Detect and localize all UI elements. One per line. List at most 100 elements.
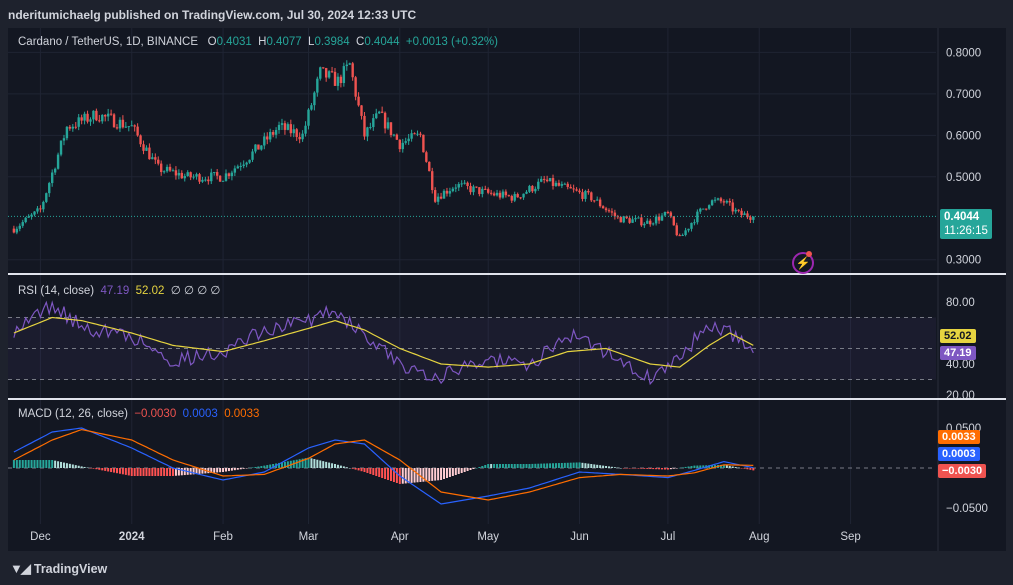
macd-histogram-bar xyxy=(522,464,525,468)
candle-body xyxy=(171,170,175,172)
macd-histogram-bar xyxy=(649,468,652,469)
macd-histogram-bar xyxy=(549,463,552,468)
macd-histogram-bar xyxy=(95,468,98,470)
candle-body xyxy=(489,192,493,194)
candle-body xyxy=(445,190,449,194)
candle-body xyxy=(684,230,687,235)
rsi-line xyxy=(13,300,754,386)
macd-histogram-bar xyxy=(328,462,331,468)
macd-histogram-bar xyxy=(749,468,752,470)
candle-body xyxy=(469,186,472,193)
candle-body xyxy=(304,125,307,134)
macd-histogram-bar xyxy=(510,464,513,468)
macd-pane[interactable] xyxy=(8,400,1006,524)
macd-histogram-bar xyxy=(77,465,80,468)
price-tick-label: 0.5000 xyxy=(946,172,981,184)
macd-histogram-bar xyxy=(663,468,666,470)
candle-body xyxy=(498,192,502,198)
candle-body xyxy=(389,122,393,136)
macd-histogram-bar xyxy=(174,468,177,476)
rsi-tick-label: 20.00 xyxy=(946,390,975,402)
publisher-line: nderitumichaelg published on TradingView… xyxy=(8,8,417,22)
macd-histogram-bar xyxy=(434,468,437,481)
rsi-legend[interactable]: RSI (14, close) 47.19 52.02 ∅ ∅ ∅ ∅ xyxy=(18,283,220,297)
macd-histogram-bar xyxy=(496,464,499,468)
macd-histogram-bar xyxy=(166,468,169,476)
candle-body xyxy=(348,63,351,65)
macd-histogram-bar xyxy=(118,468,121,474)
macd-histogram-bar xyxy=(110,468,113,473)
time-axis-label: Dec xyxy=(30,531,51,543)
candle-body xyxy=(601,206,605,209)
macd-histogram-bar xyxy=(581,462,584,468)
macd-histogram-bar xyxy=(725,465,728,468)
macd-histogram-bar xyxy=(628,468,631,469)
candle-body xyxy=(628,218,631,223)
macd-histogram-bar xyxy=(124,468,127,475)
macd-histogram-bar xyxy=(457,468,460,474)
rsi-pane[interactable] xyxy=(8,275,1006,398)
macd-histogram-bar xyxy=(625,468,628,469)
price-pane[interactable] xyxy=(8,28,1006,273)
macd-histogram-bar xyxy=(566,462,569,468)
candle-body xyxy=(657,216,661,221)
candle-body xyxy=(109,113,113,115)
candle-body xyxy=(230,172,234,177)
candle-body xyxy=(245,162,248,165)
pane-separator-2[interactable] xyxy=(8,398,1006,400)
macd-histogram-bar xyxy=(572,462,575,468)
macd-legend[interactable]: MACD (12, 26, close) −0.0030 0.0003 0.00… xyxy=(18,408,259,420)
candle-body xyxy=(643,223,646,226)
macd-histogram-bar xyxy=(437,468,440,481)
macd-histogram-bar xyxy=(192,468,195,475)
candle-body xyxy=(136,126,139,136)
macd-histogram-bar xyxy=(560,462,563,468)
candle-body xyxy=(590,192,593,201)
time-axis-label: May xyxy=(477,531,499,543)
pane-separator-1[interactable] xyxy=(8,273,1006,275)
macd-histogram-bar xyxy=(98,468,101,470)
macd-histogram-bar xyxy=(286,461,289,468)
macd-histogram-bar xyxy=(513,464,516,468)
macd-histogram-bar xyxy=(443,468,446,479)
candle-body xyxy=(333,71,337,86)
macd-histogram-bar xyxy=(381,468,384,478)
macd-histogram-bar xyxy=(366,468,369,473)
rsi-ma-line xyxy=(13,316,754,368)
macd-histogram-bar xyxy=(616,467,619,469)
candle-body xyxy=(183,175,186,179)
macd-histogram-bar xyxy=(142,468,145,476)
macd-histogram-bar xyxy=(422,468,425,482)
macd-histogram-bar xyxy=(690,466,693,468)
candle-body xyxy=(83,113,86,121)
symbol-legend[interactable]: Cardano / TetherUS, 1D, BINANCE O0.4031 … xyxy=(18,36,498,48)
candle-body xyxy=(407,138,410,142)
candle-body xyxy=(162,171,166,173)
lightning-alert-icon[interactable]: ⚡ xyxy=(792,252,814,274)
tradingview-logo[interactable]: ▼◢ TradingView xyxy=(10,561,107,577)
time-axis[interactable] xyxy=(8,524,1006,551)
candle-body xyxy=(218,175,222,182)
macd-histogram-bar xyxy=(24,460,27,468)
macd-histogram-bar xyxy=(195,468,198,475)
macd-histogram-bar xyxy=(669,468,672,470)
price-tick-label: 0.8000 xyxy=(946,47,981,59)
macd-histogram-bar xyxy=(478,467,481,468)
macd-histogram-bar xyxy=(51,460,54,468)
candle-body xyxy=(36,208,39,212)
macd-histogram-bar xyxy=(213,468,216,473)
candle-body xyxy=(672,216,676,226)
candle-body xyxy=(666,212,670,214)
candle-body xyxy=(62,138,66,141)
candle-body xyxy=(286,124,290,130)
macd-histogram-bar xyxy=(254,466,257,468)
candle-body xyxy=(398,139,402,150)
time-axis-label: Jun xyxy=(570,531,589,543)
macd-histogram-bar xyxy=(678,467,681,469)
macd-histogram-bar xyxy=(451,468,454,476)
candle-body xyxy=(681,234,684,236)
candle-body xyxy=(248,159,251,163)
macd-histogram-bar xyxy=(481,466,484,468)
candle-body xyxy=(504,191,508,196)
